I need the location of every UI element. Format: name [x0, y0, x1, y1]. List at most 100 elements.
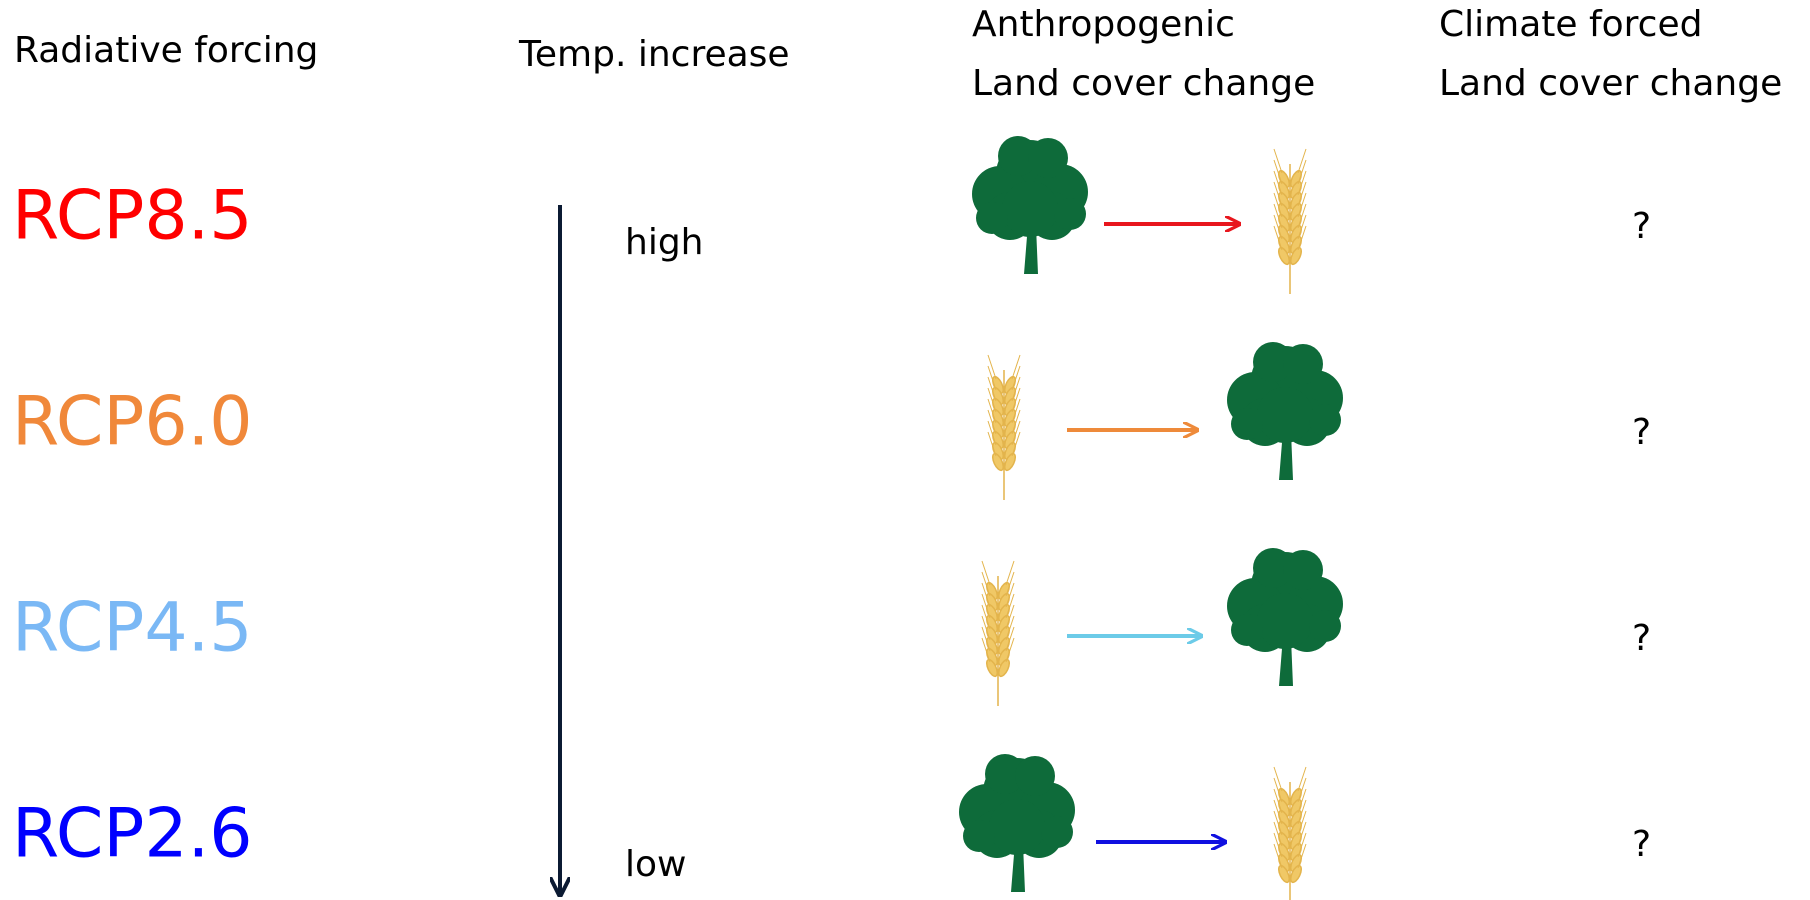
tree-crown	[1257, 387, 1313, 443]
tree-crown	[1015, 756, 1055, 796]
wheat-awn	[1011, 420, 1021, 446]
tree-icon	[959, 754, 1075, 892]
wheat-awn	[987, 354, 997, 380]
wheat-awn	[1273, 203, 1283, 229]
wheat-awn	[1273, 159, 1283, 185]
wheat-awn	[987, 376, 997, 402]
result-label: ?	[1632, 412, 1651, 453]
tree-crown	[1283, 344, 1323, 384]
rcp-label: RCP4.5	[12, 589, 253, 668]
wheat-awn	[1011, 387, 1021, 413]
wheat-grain	[997, 658, 1011, 678]
wheat-awn	[1273, 777, 1283, 803]
wheat-awn	[1273, 832, 1283, 858]
tree-crown	[1309, 610, 1341, 642]
wheat-awn	[987, 387, 997, 413]
tree-crown	[985, 754, 1025, 794]
wheat-awn	[1005, 571, 1015, 597]
wheat-awn	[1005, 604, 1015, 630]
wheat-awn	[1005, 593, 1015, 619]
result-label: ?	[1632, 824, 1651, 865]
rcp-label: RCP6.0	[12, 383, 253, 462]
wheat-grain	[1289, 246, 1303, 266]
tree-crown	[963, 820, 995, 852]
wheat-awn	[981, 582, 991, 608]
wheat-icon	[987, 354, 1021, 500]
wheat-awn	[1297, 181, 1307, 207]
tree-crown	[1231, 614, 1263, 646]
wheat-awn	[1273, 799, 1283, 825]
tree-icon	[1227, 548, 1343, 686]
result-label: ?	[1632, 206, 1651, 247]
wheat-awn	[981, 604, 991, 630]
header-forcing: Radiative forcing	[14, 30, 318, 71]
wheat-awn	[1297, 766, 1307, 792]
tree-crown	[998, 136, 1038, 176]
tree-crown	[989, 799, 1045, 855]
wheat-awn	[1011, 409, 1021, 435]
result-label: ?	[1632, 618, 1651, 659]
temp-low: low	[625, 844, 686, 885]
wheat-icon	[1273, 766, 1307, 900]
wheat-icon	[981, 560, 1015, 706]
wheat-awn	[1297, 214, 1307, 240]
wheat-awn	[1297, 170, 1307, 196]
wheat-grain	[1277, 246, 1291, 266]
wheat-grain	[1289, 864, 1303, 884]
wheat-awn	[1005, 615, 1015, 641]
tree-crown	[1028, 138, 1068, 178]
wheat-awn	[1005, 560, 1015, 586]
temp-high: high	[625, 222, 704, 263]
wheat-awn	[981, 637, 991, 663]
wheat-awn	[1273, 170, 1283, 196]
wheat-awn	[1273, 148, 1283, 174]
wheat-awn	[981, 593, 991, 619]
wheat-awn	[987, 398, 997, 424]
tree-crown	[976, 202, 1008, 234]
wheat-awn	[1273, 788, 1283, 814]
wheat-awn	[987, 431, 997, 457]
wheat-awn	[1011, 431, 1021, 457]
wheat-awn	[1297, 810, 1307, 836]
tree-crown	[1041, 816, 1073, 848]
wheat-awn	[1011, 354, 1021, 380]
header-climate: Climate forced	[1439, 4, 1702, 45]
wheat-awn	[1297, 821, 1307, 847]
wheat-awn	[1273, 225, 1283, 251]
tree-icon	[972, 136, 1088, 274]
wheat-awn	[987, 409, 997, 435]
wheat-grain	[985, 658, 999, 678]
wheat-awn	[1297, 788, 1307, 814]
wheat-awn	[1297, 192, 1307, 218]
wheat-grain	[991, 452, 1005, 472]
header-anthropogenic: Anthropogenic	[972, 4, 1235, 45]
tree-crown	[1253, 342, 1293, 382]
wheat-awn	[1297, 203, 1307, 229]
tree-crown	[1309, 404, 1341, 436]
rcp-label: RCP2.6	[12, 795, 253, 874]
wheat-awn	[1297, 159, 1307, 185]
wheat-awn	[981, 615, 991, 641]
wheat-awn	[1297, 225, 1307, 251]
tree-crown	[1054, 198, 1086, 230]
wheat-awn	[1273, 192, 1283, 218]
wheat-awn	[1273, 810, 1283, 836]
wheat-awn	[987, 365, 997, 391]
tree-crown	[1231, 408, 1263, 440]
wheat-awn	[1273, 821, 1283, 847]
wheat-awn	[981, 626, 991, 652]
tree-crown	[1257, 593, 1313, 649]
wheat-awn	[1273, 181, 1283, 207]
wheat-awn	[1005, 626, 1015, 652]
wheat-awn	[1011, 398, 1021, 424]
wheat-awn	[987, 420, 997, 446]
header-anthropogenic: Land cover change	[972, 63, 1315, 104]
wheat-awn	[1011, 376, 1021, 402]
tree-icon	[1227, 342, 1343, 480]
wheat-grain	[1003, 452, 1017, 472]
wheat-awn	[1297, 799, 1307, 825]
wheat-awn	[1273, 766, 1283, 792]
wheat-awn	[1273, 214, 1283, 240]
wheat-grain	[1277, 864, 1291, 884]
